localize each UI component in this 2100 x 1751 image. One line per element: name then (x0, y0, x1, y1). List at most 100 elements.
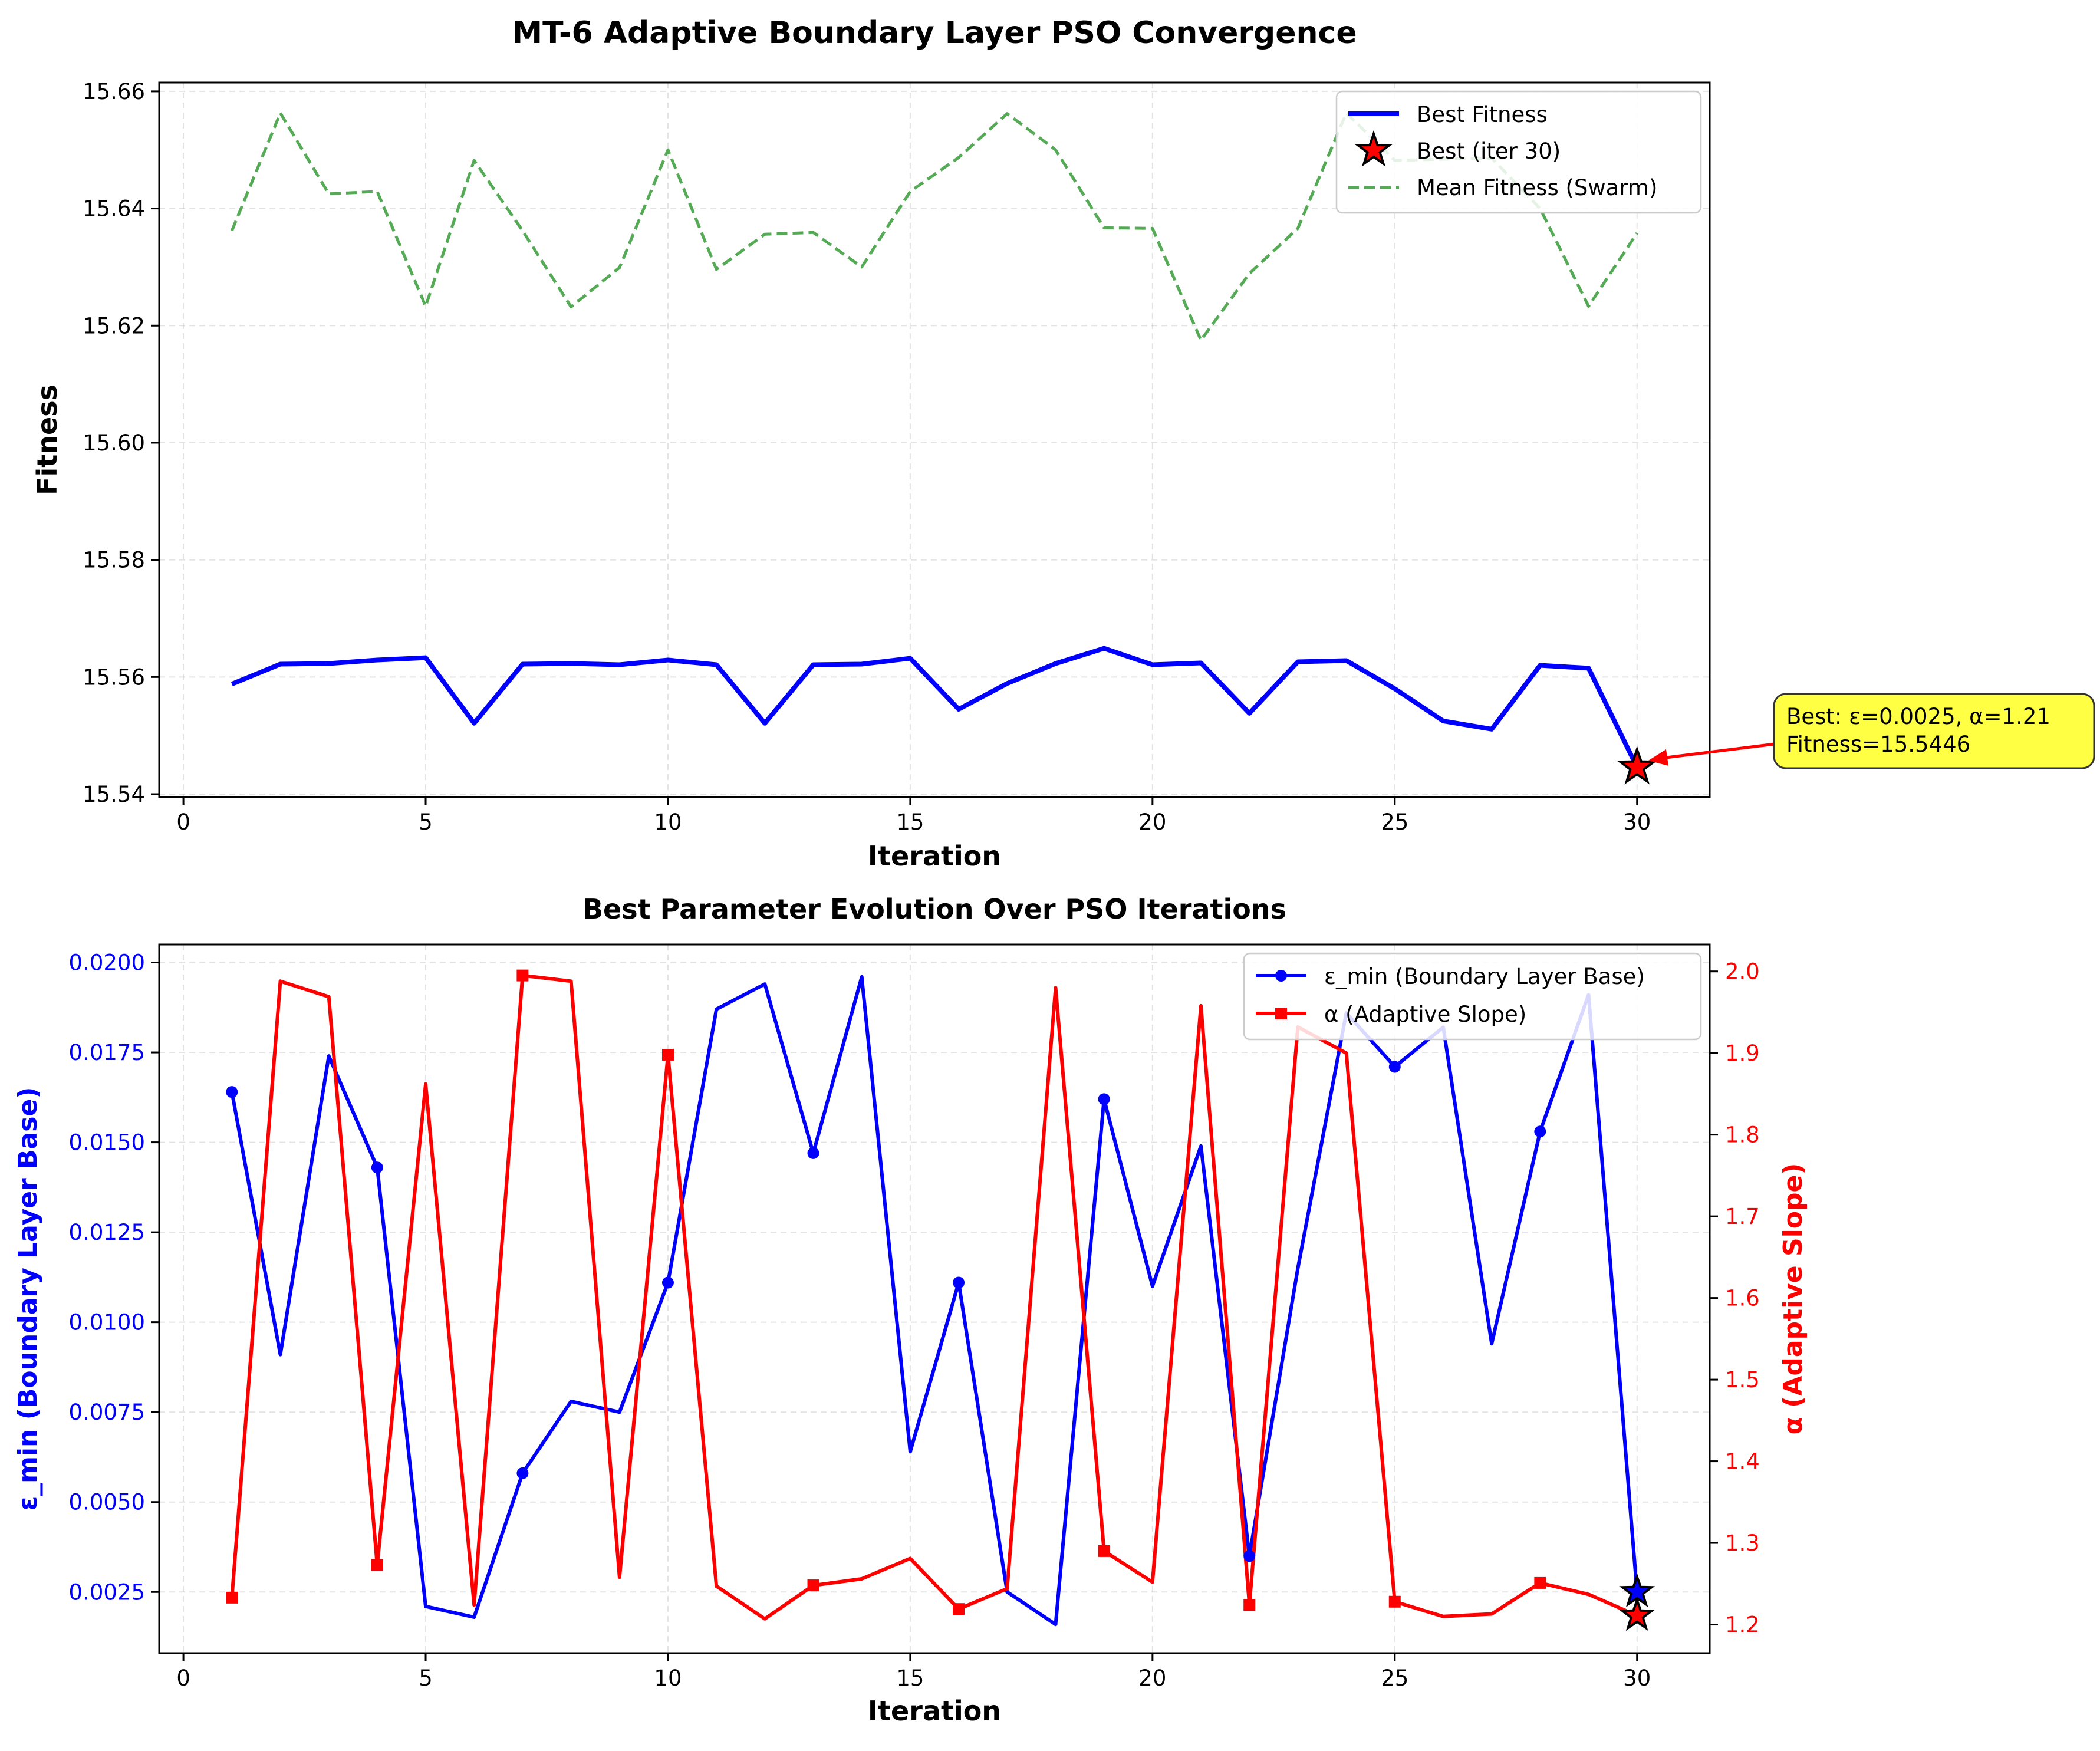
parameter-ylabel-left: ε_min (Boundary Layer Base) (13, 1087, 43, 1511)
y-right-tick-label: 2.0 (1725, 959, 1760, 985)
alpha-point (807, 1579, 819, 1592)
best-fitness-line (231, 646, 1640, 769)
parameter-markers (226, 969, 1655, 1631)
best-annotation: Best: ε=0.0025, α=1.21 Fitness=15.5446 (1648, 693, 2095, 769)
y-right-tick-label: 1.9 (1725, 1041, 1760, 1066)
x-tick-label: 25 (1381, 1666, 1408, 1691)
fitness-panel: 0 5 10 15 20 25 30 15.54 15.56 15.58 15.60 15.62 15.… (31, 79, 2095, 872)
y-right-tick-label: 1.8 (1725, 1123, 1760, 1148)
x-tick-label: 15 (896, 1666, 924, 1691)
legend-marker-eps (1275, 970, 1287, 982)
eps-point (1534, 1125, 1546, 1138)
x-tick-label: 0 (176, 1666, 190, 1691)
y-left-tick-label: 0.0175 (69, 1040, 145, 1065)
legend-label-eps: ε_min (Boundary Layer Base) (1324, 964, 1645, 989)
parameter-ylabel-right: α (Adaptive Slope) (1778, 1163, 1808, 1435)
eps-min-line (230, 975, 1639, 1627)
alpha-point (953, 1603, 965, 1615)
eps-point (371, 1161, 383, 1174)
y-left-tick-label: 0.0125 (69, 1220, 145, 1245)
alpha-point (1243, 1599, 1256, 1611)
x-tick-label: 5 (419, 1666, 433, 1691)
fitness-markers (1617, 746, 1658, 785)
best-alpha-star (1619, 1597, 1655, 1631)
fitness-legend: Best Fitness Best (iter 30) Mean Fitness… (1335, 90, 1702, 214)
y-right-tick-label: 1.2 (1725, 1612, 1760, 1638)
eps-point (1243, 1550, 1256, 1562)
legend-label-best-iter: Best (iter 30) (1417, 139, 1561, 164)
y-left-tick-label: 0.0150 (69, 1130, 145, 1156)
y-right-tick-label: 1.3 (1725, 1531, 1760, 1556)
y-tick-label: 15.62 (83, 313, 145, 338)
y-left-tick-label: 0.0075 (69, 1400, 145, 1425)
y-tick-label: 15.54 (83, 782, 145, 807)
y-left-tick-label: 0.0050 (69, 1490, 145, 1515)
eps-point (1388, 1061, 1401, 1073)
x-tick-label: 20 (1138, 1666, 1166, 1691)
y-left-tick-label: 0.0025 (69, 1579, 145, 1605)
x-tick-label: 10 (654, 1666, 682, 1691)
eps-point (661, 1276, 674, 1289)
y-tick-label: 15.56 (83, 664, 145, 690)
x-tick-label: 30 (1623, 1666, 1651, 1691)
annotation-text-line1: Best: ε=0.0025, α=1.21 (1786, 704, 2050, 729)
x-tick-label: 30 (1623, 809, 1651, 835)
y-tick-label: 15.60 (83, 430, 145, 456)
y-tick-label: 15.66 (83, 79, 145, 104)
legend-label-mean-fitness: Mean Fitness (Swarm) (1417, 175, 1657, 200)
fitness-axes-frame (158, 81, 1711, 798)
parameter-ticks: 0 5 10 15 20 25 30 0.0025 0.0050 0.0075 0.0100 0.01… (69, 950, 1760, 1691)
legend-label-best-fitness: Best Fitness (1417, 102, 1548, 127)
x-tick-label: 25 (1381, 809, 1408, 835)
y-right-tick-label: 1.4 (1725, 1449, 1760, 1474)
eps-point (226, 1086, 238, 1098)
y-right-tick-label: 1.7 (1725, 1204, 1760, 1229)
fitness-ticks: 0 5 10 15 20 25 30 15.54 15.56 15.58 15.60 15.62 15.… (83, 79, 1651, 835)
alpha-point (1388, 1595, 1401, 1608)
y-right-tick-label: 1.5 (1725, 1367, 1760, 1393)
eps-point (953, 1276, 965, 1289)
alpha-point (1534, 1576, 1546, 1589)
alpha-point (516, 969, 529, 982)
alpha-line (230, 973, 1638, 1621)
parameter-title: Best Parameter Evolution Over PSO Iterat… (582, 893, 1286, 925)
fitness-grid (159, 83, 1710, 797)
eps-point (807, 1147, 819, 1159)
fitness-xlabel: Iteration (868, 840, 1001, 872)
eps-point (1098, 1093, 1110, 1105)
annotation-arrow-shaft (1661, 742, 1775, 760)
eps-point (516, 1467, 529, 1479)
parameter-xlabel: Iteration (868, 1695, 1001, 1727)
legend-swatch-best-star (1354, 130, 1393, 167)
y-right-tick-label: 1.6 (1725, 1286, 1760, 1311)
alpha-point (661, 1048, 674, 1061)
x-tick-label: 15 (896, 809, 924, 835)
alpha-point (1098, 1545, 1110, 1557)
annotation-box (1773, 693, 2095, 769)
y-left-tick-label: 0.0100 (69, 1310, 145, 1335)
figure-suptitle: MT-6 Adaptive Boundary Layer PSO Converg… (512, 15, 1357, 51)
alpha-point (226, 1591, 238, 1604)
x-tick-label: 10 (654, 809, 682, 835)
y-tick-label: 15.64 (83, 196, 145, 222)
fitness-legend-frame (1335, 90, 1702, 214)
x-tick-label: 20 (1138, 809, 1166, 835)
alpha-point (371, 1559, 383, 1571)
parameter-lines (230, 973, 1639, 1627)
fitness-ylabel: Fitness (31, 384, 63, 495)
y-left-tick-label: 0.0200 (69, 950, 145, 976)
parameter-legend-frame (1243, 952, 1702, 1041)
legend-label-alpha: α (Adaptive Slope) (1324, 1002, 1526, 1027)
parameter-panel: Best Parameter Evolution Over PSO Iterat… (13, 893, 1808, 1727)
annotation-text-line2: Fitness=15.5446 (1786, 732, 1970, 757)
parameter-legend: ε_min (Boundary Layer Base) α (Adaptive … (1243, 952, 1702, 1041)
x-tick-label: 5 (419, 809, 433, 835)
legend-star-icon (1354, 130, 1393, 167)
x-tick-label: 0 (176, 809, 190, 835)
y-tick-label: 15.58 (83, 548, 145, 573)
legend-marker-alpha (1275, 1008, 1287, 1019)
parameter-grid (159, 944, 1710, 1653)
best-star-marker (1617, 746, 1658, 785)
annotation-arrow-head (1648, 749, 1668, 766)
